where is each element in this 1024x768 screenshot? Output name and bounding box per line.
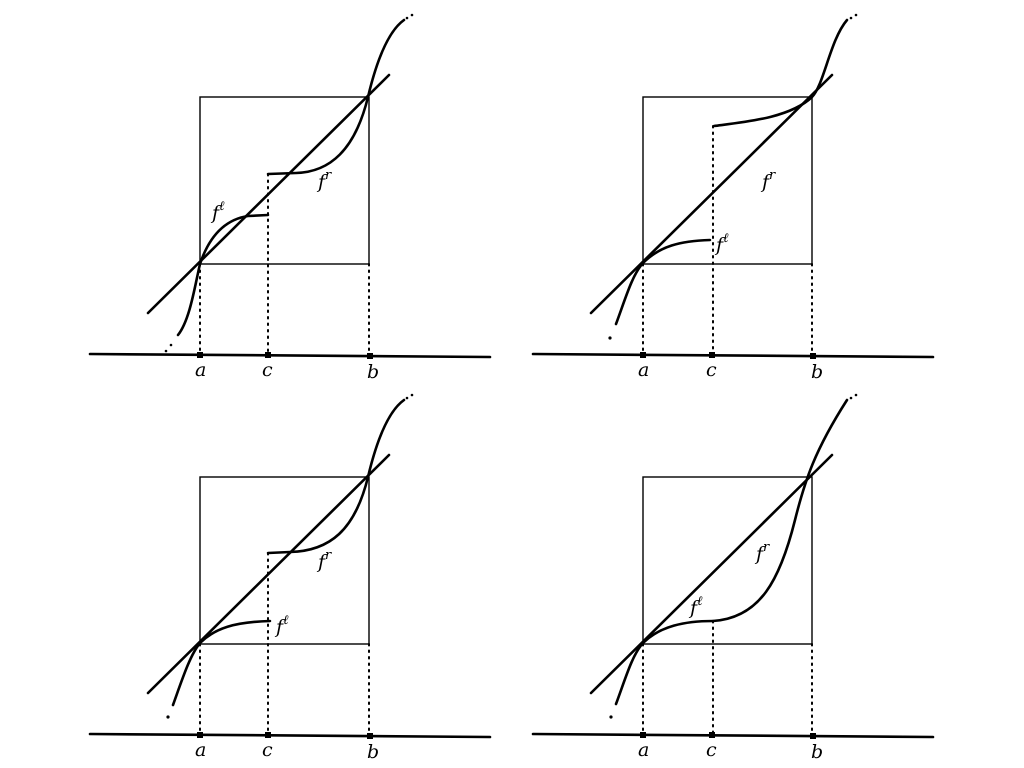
tick-c [265, 352, 271, 358]
tick-c [709, 352, 715, 358]
axis-label-a: a [195, 359, 206, 381]
curve-f-right [266, 398, 406, 555]
label-f-left: fℓ [274, 613, 289, 638]
tick-a [640, 732, 646, 738]
axis-label-c: c [706, 739, 717, 761]
trailing-dots-lower [609, 715, 613, 719]
x-axis [88, 352, 492, 359]
axis-label-a: a [638, 359, 649, 381]
square-box [642, 476, 813, 645]
tick-b [367, 733, 373, 739]
x-axis [88, 732, 492, 739]
label-f-left: fℓ [714, 231, 729, 256]
axis-label-a: a [638, 739, 649, 761]
axis-label-c: c [706, 359, 717, 381]
x-axis [531, 352, 935, 359]
diagonal-line [589, 453, 834, 695]
axis-label-b: b [811, 741, 823, 763]
tick-a [640, 352, 646, 358]
tick-a [197, 352, 203, 358]
axis-label-a: a [195, 739, 206, 761]
tick-c [265, 732, 271, 738]
trailing-dots-lower [166, 715, 170, 719]
trailing-dots-lower [608, 336, 612, 340]
curve-f-right [266, 18, 406, 176]
label-f-right: fr [316, 548, 332, 573]
square-box [199, 476, 370, 645]
label-f-left: fℓ [210, 199, 225, 224]
axis-label-b: b [367, 741, 379, 763]
diagonal-line [589, 73, 834, 315]
label-f-right: fr [316, 168, 332, 193]
axis-label-c: c [262, 359, 273, 381]
trailing-dots-upper [849, 393, 858, 400]
tick-a [197, 732, 203, 738]
curve-f-left [176, 213, 270, 337]
panel-bottom-left: fℓ fr a c b [88, 393, 492, 763]
panel-bottom-right: fℓ fr a c b [531, 393, 935, 763]
panel-top-left: fℓ fr a c b [88, 13, 492, 383]
trailing-dots-lower [164, 343, 173, 353]
tick-c [709, 732, 715, 738]
panel-top-right: fℓ fr a c b [531, 13, 935, 383]
x-axis [531, 732, 935, 739]
label-f-left: fℓ [688, 594, 703, 619]
tick-b [810, 353, 816, 359]
tick-b [367, 353, 373, 359]
label-f-right: fr [754, 540, 770, 565]
curve-f-right [712, 18, 849, 128]
curve-f-left [614, 238, 712, 326]
curve-f-left [614, 619, 715, 706]
trailing-dots-upper [405, 393, 414, 400]
trailing-dots-upper [405, 13, 414, 20]
curve-f-right [711, 398, 849, 623]
curve-f-left [171, 619, 272, 707]
tick-b [810, 733, 816, 739]
label-f-right: fr [760, 168, 776, 193]
square-box [199, 96, 370, 265]
trailing-dots-upper [849, 13, 858, 20]
axis-label-c: c [262, 739, 273, 761]
axis-label-b: b [811, 361, 823, 383]
axis-label-b: b [367, 361, 379, 383]
square-box [642, 96, 813, 265]
